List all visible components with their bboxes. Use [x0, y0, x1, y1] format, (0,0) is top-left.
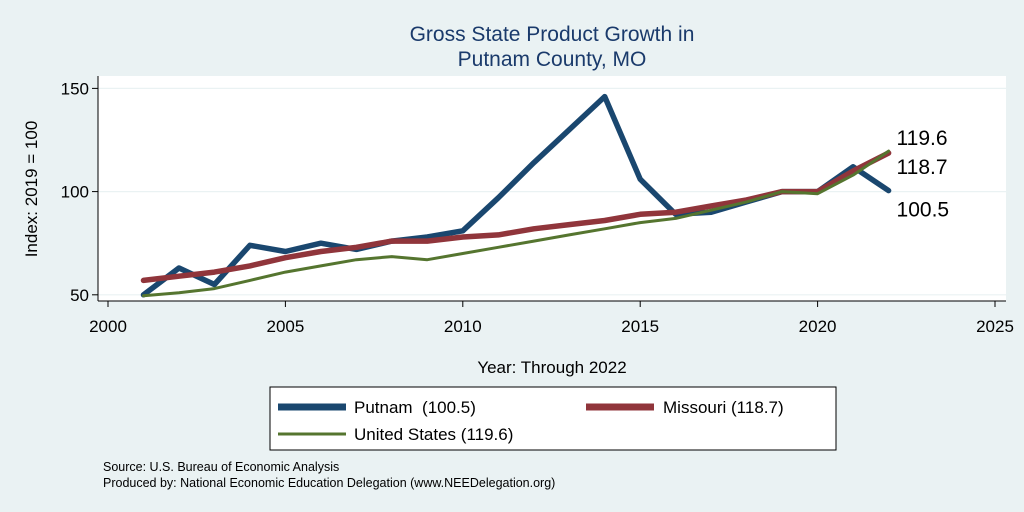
x-tick-label: 2020: [799, 317, 837, 336]
y-tick-label: 100: [61, 183, 89, 202]
end-label-missouri: 118.7: [897, 156, 948, 179]
legend-label-putnam: Putnam (100.5): [354, 398, 476, 417]
x-axis-label: Year: Through 2022: [477, 358, 626, 377]
x-tick-label: 2000: [89, 317, 127, 336]
x-tick-label: 2015: [621, 317, 659, 336]
x-tick-label: 2010: [444, 317, 482, 336]
legend-box: [269, 386, 837, 451]
end-labels: 100.5 118.7 119.6: [897, 127, 950, 221]
produced-by-note: Produced by: National Economic Education…: [103, 476, 555, 490]
series-line-united-states: [142, 149, 891, 298]
legend-label-united-states: United States (119.6): [354, 425, 513, 444]
legend-label-missouri: Missouri (118.7): [663, 398, 784, 417]
y-tick-label: 150: [61, 79, 89, 98]
x-tick-label: 2025: [976, 317, 1014, 336]
chart-subtitle: Putnam County, MO: [458, 48, 647, 71]
end-label-united-states: 119.6: [897, 127, 948, 150]
grid: [98, 87, 1006, 296]
x-tick-label: 2005: [266, 317, 304, 336]
y-tick-label: 50: [70, 286, 89, 305]
series-lines: [140, 93, 892, 298]
y-axis-label: Index: 2019 = 100: [22, 121, 41, 258]
axes: 50 100 150 2000 2005 2010 2015 2020 2025: [61, 76, 1014, 336]
chart-title: Gross State Product Growth in: [410, 23, 695, 46]
source-note: Source: U.S. Bureau of Economic Analysis: [103, 460, 339, 474]
end-label-putnam: 100.5: [897, 199, 950, 222]
legend: Putnam (100.5) Missouri (118.7) United S…: [269, 386, 837, 451]
